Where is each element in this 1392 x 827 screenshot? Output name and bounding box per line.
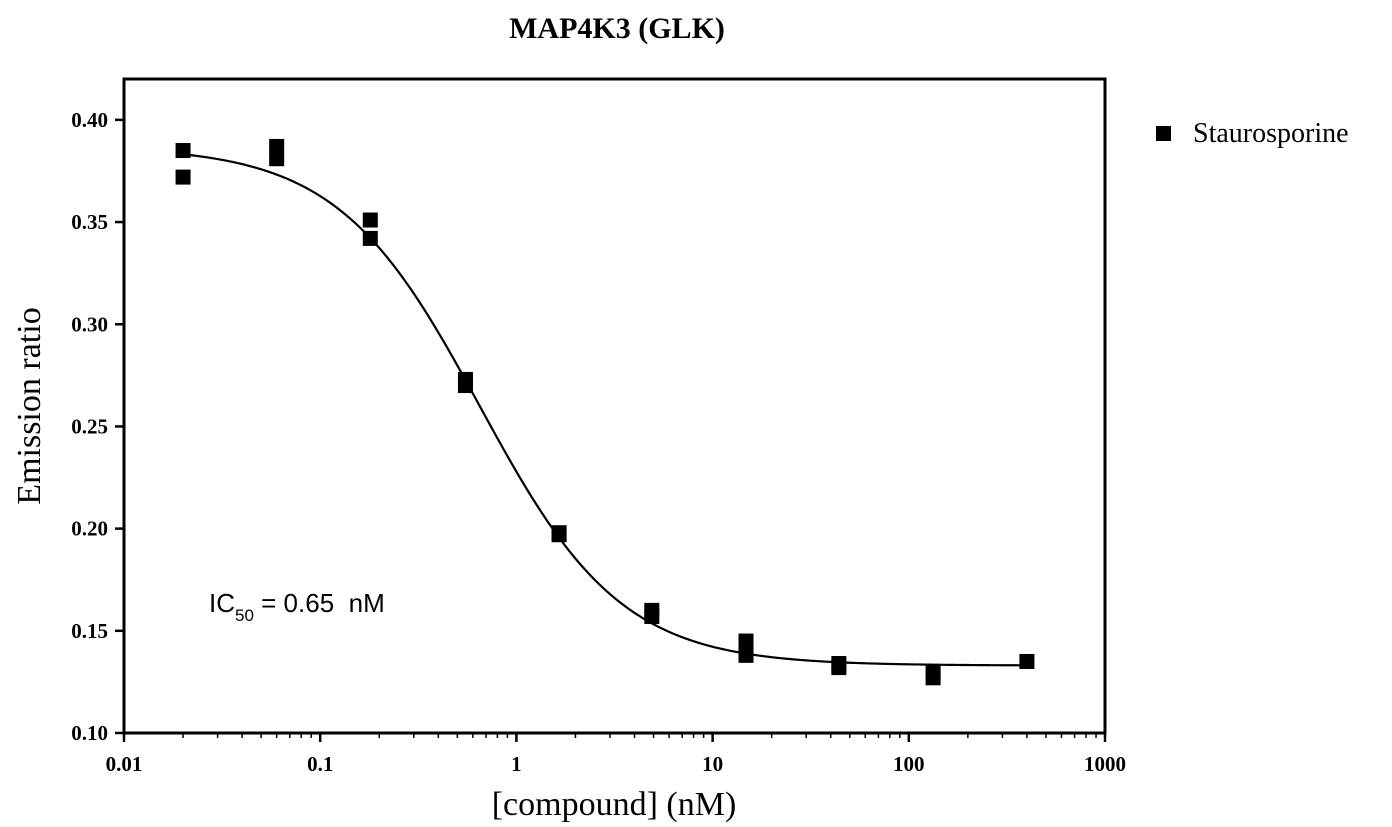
data-point	[738, 633, 754, 649]
x-tick-label: 100	[893, 752, 925, 776]
x-tick-label: 0.1	[307, 752, 333, 776]
x-axis: 0.01 0.1 1 10 100 1000	[106, 733, 1126, 776]
y-axis-title: Emission ratio	[11, 307, 48, 504]
data-point	[362, 212, 378, 228]
y-tick-label: 0.30	[71, 312, 108, 336]
data-point	[175, 143, 191, 159]
legend: Staurosporine	[1156, 118, 1349, 149]
data-point	[551, 527, 567, 543]
y-axis: 0.10 0.15 0.20 0.25 0.30 0.35 0.40	[71, 108, 124, 745]
x-tick-label: 0.01	[106, 752, 143, 776]
x-axis-title: [compound] (nM)	[492, 786, 737, 823]
data-point	[1019, 653, 1035, 669]
data-points	[175, 138, 1035, 686]
x-tick-label: 1000	[1084, 752, 1126, 776]
x-tick-label: 10	[702, 752, 723, 776]
data-point	[175, 169, 191, 185]
legend-marker-square	[1156, 126, 1171, 141]
data-point	[831, 660, 847, 676]
y-tick-label: 0.25	[71, 414, 108, 438]
data-point	[457, 378, 473, 394]
chart-title: MAP4K3 (GLK)	[509, 12, 725, 45]
y-tick-label: 0.35	[71, 210, 108, 234]
data-point	[644, 609, 660, 625]
data-point	[269, 138, 285, 154]
x-tick-label: 1	[511, 752, 522, 776]
ic50-subscript: 50	[235, 606, 254, 625]
data-point	[269, 151, 285, 167]
ic50-value: = 0.65 nM	[254, 588, 385, 618]
legend-label: Staurosporine	[1193, 118, 1349, 149]
plot-area	[122, 77, 1107, 735]
plot-frame-border	[122, 77, 1107, 735]
y-tick-label: 0.10	[71, 721, 108, 745]
y-tick-label: 0.40	[71, 108, 108, 132]
data-point	[362, 230, 378, 246]
ic50-annotation: IC50 = 0.65 nM	[209, 588, 385, 625]
fit-curve	[182, 153, 1027, 667]
data-point	[925, 670, 941, 686]
data-point	[738, 647, 754, 663]
y-tick-label: 0.20	[71, 517, 108, 541]
ic50-prefix: IC	[209, 588, 235, 618]
y-tick-label: 0.15	[71, 619, 108, 643]
